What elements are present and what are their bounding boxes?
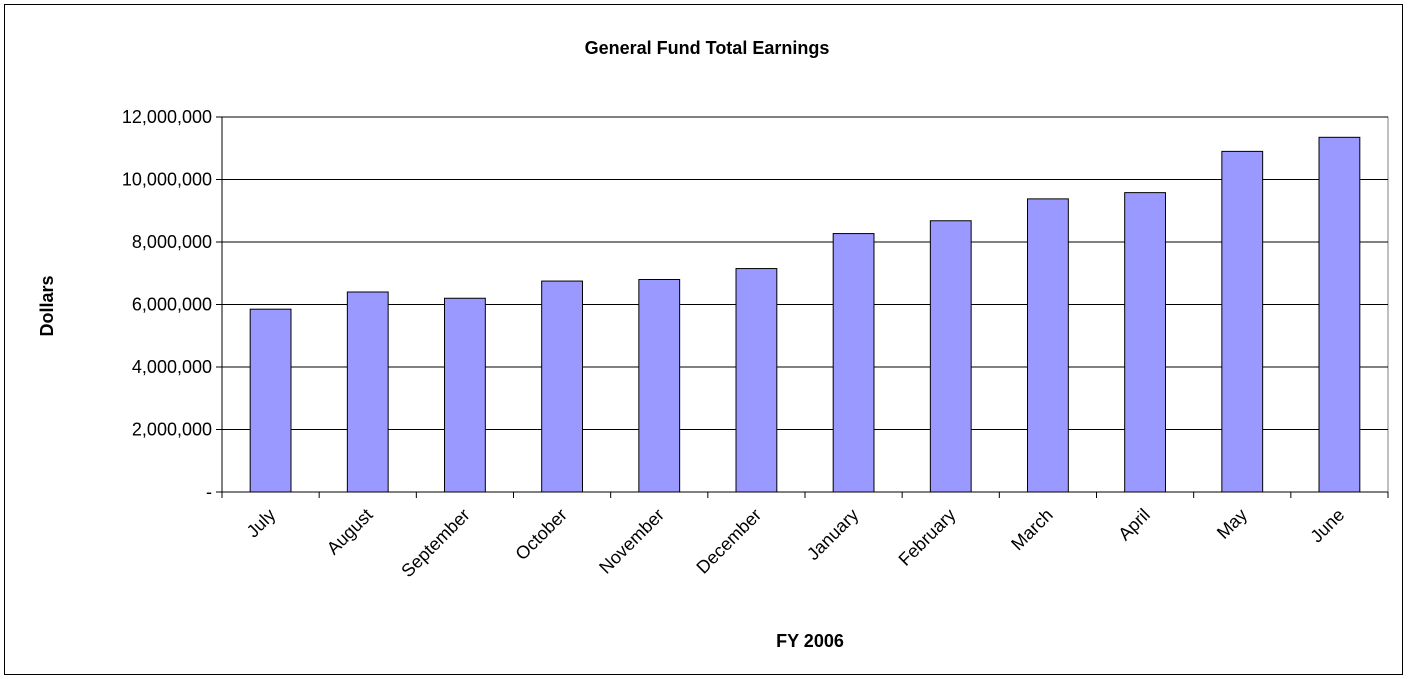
x-tick-label: September (397, 505, 473, 581)
x-tick-label: January (803, 505, 862, 564)
bar (541, 280, 583, 493)
x-tick-labels: July August September October November Decemb… (243, 505, 1349, 581)
y-tick-label: 2,000,000 (132, 420, 212, 440)
y-tick-label: 6,000,000 (132, 295, 212, 315)
x-tick-label: July (243, 505, 280, 542)
bar (1221, 150, 1264, 493)
axes (216, 116, 1389, 498)
x-tick-label: May (1213, 505, 1251, 543)
bar (249, 308, 292, 493)
y-tick-label: 4,000,000 (132, 357, 212, 377)
x-tick-label: November (595, 505, 668, 578)
bar (1027, 198, 1069, 493)
y-axis-label: Dollars (37, 275, 57, 336)
x-axis-label: FY 2006 (776, 631, 844, 651)
y-tick-label: 8,000,000 (132, 232, 212, 252)
bar (1124, 192, 1166, 493)
x-tick-label: December (692, 505, 765, 578)
x-tick-label: April (1114, 505, 1154, 545)
chart-title: General Fund Total Earnings (585, 38, 830, 58)
gridlines (221, 116, 1389, 493)
y-tick-label: 12,000,000 (122, 107, 212, 127)
bar (832, 233, 875, 493)
y-tick-label: - (206, 482, 212, 502)
x-tick-label: June (1306, 505, 1348, 547)
x-tick-label: March (1007, 505, 1057, 555)
bar (735, 268, 778, 493)
bar (444, 297, 486, 493)
y-tick-labels: - 2,000,000 4,000,000 6,000,000 8,000,000 10,… (122, 107, 212, 502)
x-tick-label: October (511, 505, 570, 564)
bar (638, 279, 681, 493)
bar-chart: General Fund Total Earnings Dollars FY 2… (37, 38, 1389, 651)
bar (929, 220, 972, 493)
chart-frame: General Fund Total Earnings Dollars FY 2… (4, 4, 1403, 675)
bar (346, 291, 389, 493)
x-tick-label: August (323, 505, 377, 559)
y-tick-label: 10,000,000 (122, 170, 212, 190)
bar (1318, 136, 1361, 493)
x-tick-label: February (895, 505, 960, 570)
bars (249, 136, 1361, 493)
